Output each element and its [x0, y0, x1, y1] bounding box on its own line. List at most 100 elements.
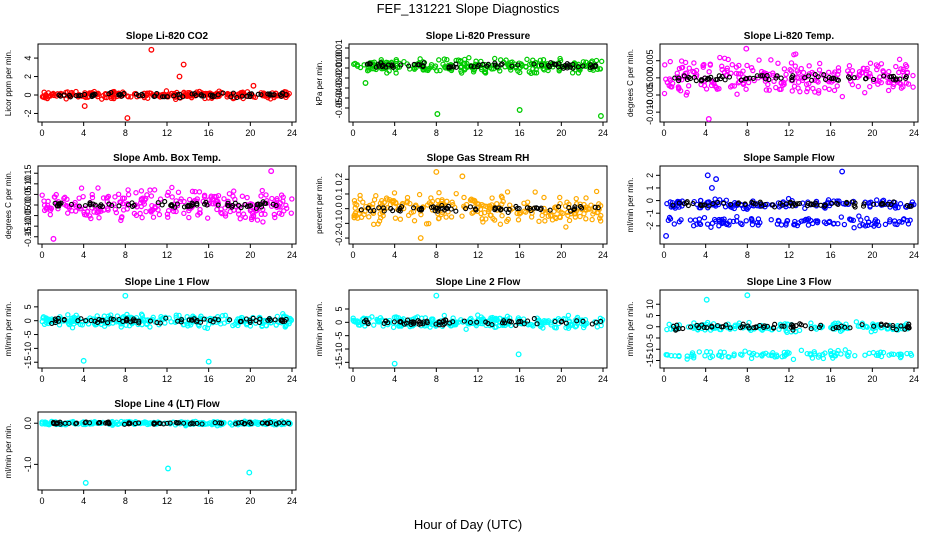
y-tick-label: 4 — [23, 56, 33, 61]
data-point — [230, 193, 236, 199]
data-point-black — [440, 319, 446, 325]
y-axis-label: percent per min. — [315, 176, 324, 234]
y-axis-label: ml/min per min. — [4, 424, 13, 479]
data-point-black — [538, 62, 545, 68]
data-point — [140, 420, 147, 426]
data-point — [517, 69, 523, 76]
data-point — [52, 194, 58, 200]
data-point — [549, 212, 555, 218]
outlier-point — [459, 173, 466, 180]
x-tick-label: 8 — [745, 374, 750, 384]
x-tick-label: 20 — [245, 250, 255, 260]
data-point — [106, 321, 112, 327]
data-point-black — [209, 92, 215, 98]
data-point — [217, 321, 224, 327]
data-point — [101, 323, 108, 329]
data-point — [895, 204, 901, 211]
outlier-point — [597, 113, 604, 119]
data-point — [781, 66, 788, 72]
y-tick-label: -15 — [645, 354, 655, 367]
data-point — [859, 69, 866, 76]
y-tick-label: 0.0 — [23, 417, 33, 430]
data-point — [44, 318, 51, 324]
data-point-black — [562, 62, 568, 68]
data-point — [804, 217, 810, 223]
data-point — [169, 194, 175, 200]
data-point — [115, 191, 122, 197]
data-point-black — [73, 93, 79, 99]
data-point — [69, 208, 75, 214]
y-tick-label: 0 — [334, 320, 344, 325]
data-point — [597, 315, 604, 322]
data-point — [473, 322, 480, 329]
data-point — [684, 356, 690, 362]
data-point-black — [745, 323, 751, 329]
data-point-black — [159, 202, 165, 208]
data-point — [666, 321, 672, 328]
data-point — [148, 193, 155, 199]
points-p1 — [39, 46, 292, 122]
data-point — [740, 68, 746, 74]
data-point-black — [130, 318, 136, 324]
data-point-black — [708, 74, 714, 80]
data-point — [262, 211, 268, 217]
data-point — [533, 70, 540, 76]
outlier-point — [703, 296, 710, 303]
data-point — [147, 187, 153, 193]
data-point — [675, 84, 682, 90]
y-tick-label: -0.05 — [334, 98, 344, 119]
data-point-black — [57, 201, 63, 207]
x-tick-label: 20 — [867, 374, 877, 384]
data-point-black — [552, 61, 558, 67]
data-point-black — [758, 201, 764, 207]
x-tick-label: 4 — [703, 128, 708, 138]
data-point — [898, 353, 904, 360]
data-point-black — [286, 420, 292, 426]
data-point — [356, 210, 362, 216]
data-point-black — [759, 203, 765, 209]
data-point — [862, 89, 868, 96]
data-point-black — [279, 90, 285, 96]
data-point-black — [592, 63, 598, 70]
data-point — [259, 320, 266, 327]
data-point — [875, 63, 881, 70]
data-point-black — [389, 63, 395, 69]
data-point-black — [96, 317, 102, 323]
x-tick-label: 4 — [81, 250, 86, 260]
data-point — [230, 322, 236, 329]
data-point — [173, 198, 179, 204]
data-point — [574, 314, 581, 321]
data-point-black — [861, 201, 867, 207]
data-point — [503, 57, 509, 63]
data-point-black — [808, 326, 814, 332]
data-point — [787, 67, 793, 73]
data-point — [105, 193, 112, 200]
data-point-black — [418, 207, 425, 213]
data-point-black — [878, 321, 884, 327]
y-tick-label: 5 — [334, 306, 344, 311]
data-point — [436, 215, 442, 221]
data-point-black — [494, 64, 500, 70]
data-point-black — [78, 92, 84, 98]
outlier-point — [362, 80, 369, 86]
data-point-black — [364, 319, 370, 325]
data-point-black — [246, 91, 253, 97]
data-point-black — [704, 76, 710, 83]
data-point-black — [757, 322, 763, 329]
data-point — [794, 74, 800, 81]
data-point-black — [406, 63, 412, 69]
data-point — [138, 197, 145, 203]
x-tick-label: 4 — [703, 250, 708, 260]
data-point-black — [212, 420, 218, 426]
data-point — [143, 195, 149, 202]
data-point — [588, 59, 594, 65]
data-point — [354, 202, 360, 208]
data-point-black — [726, 74, 732, 80]
data-point — [875, 222, 882, 229]
data-point-black — [453, 61, 459, 67]
data-point — [369, 314, 375, 320]
data-point — [826, 86, 832, 92]
x-tick-label: 16 — [204, 374, 214, 384]
data-point-black — [154, 90, 160, 97]
